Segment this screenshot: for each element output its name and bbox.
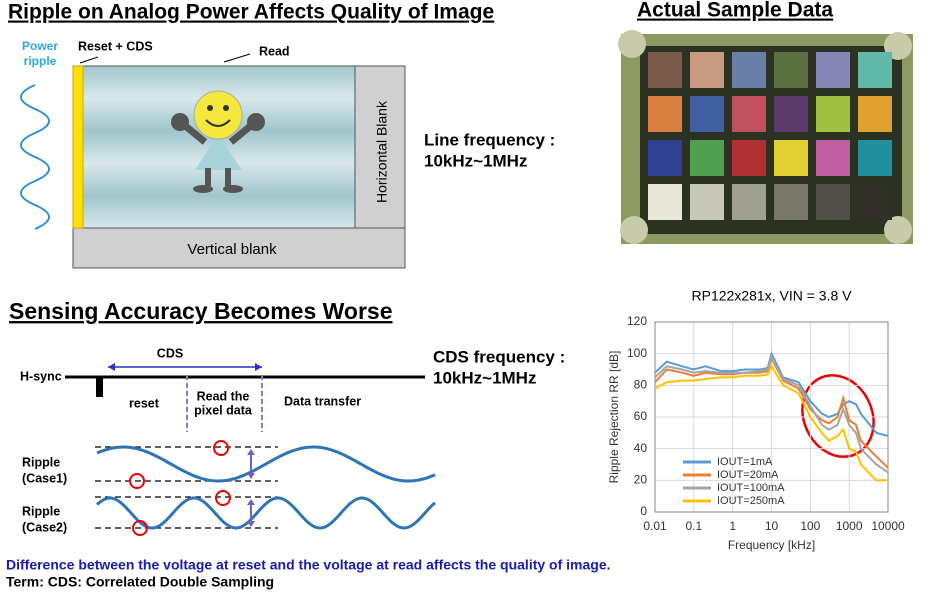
series-line [654, 355, 889, 469]
color-patch [858, 184, 892, 220]
color-patch [732, 96, 766, 132]
section-title: Actual Sample Data [637, 0, 833, 22]
color-patch [816, 52, 850, 88]
legend-label: IOUT=1mA [717, 456, 773, 468]
y-tick-label: 60 [634, 409, 648, 423]
color-patch [648, 96, 682, 132]
color-patch [732, 140, 766, 176]
color-patch [648, 140, 682, 176]
color-patch [816, 140, 850, 176]
label: Read [259, 44, 290, 58]
label: (Case2) [22, 520, 67, 534]
color-patch [858, 52, 892, 88]
y-tick-label: 100 [627, 346, 647, 360]
chart-title: RP122x281x, VIN = 3.8 V [692, 288, 853, 304]
section-title: Ripple on Analog Power Affects Quality o… [8, 1, 494, 24]
color-patch [774, 96, 808, 132]
plot-frame [654, 321, 889, 513]
legend-label: IOUT=20mA [717, 469, 779, 481]
label: ripple [24, 54, 57, 68]
label: Horizontal Blank [374, 100, 390, 203]
timing-diagram [65, 363, 436, 536]
color-patch [690, 52, 724, 88]
label: Ripple [22, 455, 60, 469]
color-patch [774, 52, 808, 88]
y-axis-label: Ripple Rejection RR [dB] [607, 351, 621, 484]
color-patch [732, 52, 766, 88]
series-line [654, 354, 889, 474]
label: 10kHz~1MHz [424, 151, 527, 170]
color-patch [774, 140, 808, 176]
sample-photo [618, 30, 913, 244]
y-tick-label: 80 [634, 378, 648, 392]
x-tick-label: 100 [800, 519, 820, 533]
label: CDS frequency : [433, 347, 565, 366]
label: Data transfer [284, 394, 361, 408]
color-patch [732, 184, 766, 220]
color-patch [774, 184, 808, 220]
color-patch [648, 52, 682, 88]
label: 10kHz~1MHz [433, 368, 536, 387]
y-tick-label: 20 [634, 473, 648, 487]
x-tick-label: 1000 [836, 519, 863, 533]
color-patch [690, 140, 724, 176]
x-axis-label: Frequency [kHz] [728, 538, 815, 552]
label: reset [129, 396, 160, 410]
label: Ripple [22, 504, 60, 518]
x-tick-label: 1 [729, 519, 736, 533]
x-tick-label: 0.1 [685, 519, 702, 533]
section-title: Sensing Accuracy Becomes Worse [9, 298, 393, 324]
footer-note: Difference between the voltage at reset … [6, 557, 611, 573]
y-tick-label: 40 [634, 441, 648, 455]
label: Line frequency : [424, 130, 555, 149]
x-tick-label: 10 [765, 519, 779, 533]
highlight-ellipse [801, 374, 875, 458]
footer-note: Term: CDS: Correlated Double Sampling [6, 574, 274, 590]
label: Power [22, 39, 58, 53]
color-patch [816, 96, 850, 132]
color-patch [648, 184, 682, 220]
label: Vertical blank [187, 241, 277, 258]
label: H-sync [20, 369, 62, 383]
x-tick-label: 10000 [871, 519, 905, 533]
label: CDS [157, 346, 183, 360]
legend-label: IOUT=100mA [717, 482, 785, 494]
color-patch [858, 140, 892, 176]
color-patch [858, 96, 892, 132]
image-frame [20, 53, 406, 269]
x-tick-label: 0.01 [643, 519, 667, 533]
label: Reset + CDS [78, 39, 153, 53]
y-tick-label: 120 [627, 314, 647, 328]
label: Read the [197, 389, 250, 403]
color-patch [690, 96, 724, 132]
color-patch [816, 184, 850, 220]
label: pixel data [194, 403, 253, 417]
series-line [654, 364, 888, 482]
y-tick-label: 0 [640, 504, 647, 518]
color-patch [690, 184, 724, 220]
legend-label: IOUT=250mA [717, 495, 785, 507]
label: (Case1) [22, 471, 67, 485]
